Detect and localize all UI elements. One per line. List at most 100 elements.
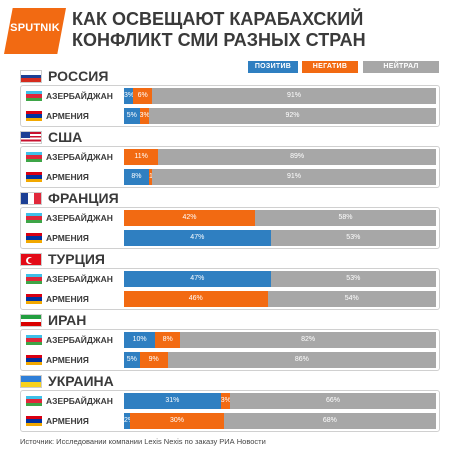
- bar-segment-neutral: 58%: [255, 210, 436, 226]
- legend-positive: ПОЗИТИВ: [248, 61, 298, 73]
- bar-row: АЗЕРБАЙДЖАН 47% 53%: [20, 270, 440, 288]
- bar: 2% 30% 68%: [124, 413, 436, 429]
- bar: 47% 53%: [124, 230, 436, 246]
- row-flag-icon: [26, 233, 42, 243]
- legend-negative: НЕГАТИВ: [302, 61, 358, 73]
- bar-row: АЗЕРБАЙДЖАН 42% 58%: [20, 209, 440, 227]
- bar-segment-negative: 11%: [124, 149, 159, 165]
- bar: 46% 54%: [124, 291, 436, 307]
- bar: 3% 6% 91%: [124, 88, 436, 104]
- bar-segment-neutral: 54%: [267, 291, 436, 307]
- bar-segment-neutral: 68%: [223, 413, 436, 429]
- row-flag-icon: [26, 355, 42, 365]
- group-box: [20, 268, 440, 310]
- bar-segment-neutral: 66%: [230, 393, 436, 409]
- row-flag-icon: [26, 172, 42, 182]
- bar-row: АЗЕРБАЙДЖАН 11% 89%: [20, 148, 440, 166]
- row-label: АЗЕРБАЙДЖАН: [46, 335, 113, 345]
- bar-segment-negative: 3%: [139, 108, 150, 124]
- bar-segment-positive: 31%: [124, 393, 221, 409]
- row-flag-icon: [26, 274, 42, 284]
- row-flag-icon: [26, 396, 42, 406]
- logo-text: SPUTNIK: [10, 22, 60, 34]
- bar-row: АРМЕНИЯ 47% 53%: [20, 229, 440, 247]
- logo-shape: [4, 8, 66, 54]
- bar-row: АРМЕНИЯ 8%1%91%: [20, 168, 440, 186]
- bar-row: АРМЕНИЯ 5% 9% 86%: [20, 351, 440, 369]
- country-flag-icon: [20, 70, 42, 83]
- row-label: АРМЕНИЯ: [46, 416, 89, 426]
- bar-segment-neutral: 53%: [270, 271, 436, 287]
- bar-segment-negative: 6%: [133, 88, 153, 104]
- bar-segment-positive: 8%: [124, 169, 149, 185]
- bar: 47% 53%: [124, 271, 436, 287]
- bar: 8%1%91%: [124, 169, 436, 185]
- bar-segment-neutral: 92%: [148, 108, 436, 124]
- bar-segment-neutral: 53%: [270, 230, 436, 246]
- legend-neutral: НЕЙТРАЛ: [363, 61, 439, 73]
- row-label: АЗЕРБАЙДЖАН: [46, 152, 113, 162]
- bar-segment-negative: 8%: [155, 332, 181, 348]
- bar-row: АЗЕРБАЙДЖАН 3% 6% 91%: [20, 87, 440, 105]
- country-name: ФРАНЦИЯ: [48, 190, 119, 206]
- bar: 10% 8% 82%: [124, 332, 436, 348]
- row-label: АРМЕНИЯ: [46, 233, 89, 243]
- bar-row: АРМЕНИЯ 5% 3% 92%: [20, 107, 440, 125]
- group-box: [20, 207, 440, 249]
- country-name: УКРАИНА: [48, 373, 114, 389]
- country-flag-icon: [20, 314, 42, 327]
- bar-segment-negative: 30%: [130, 413, 224, 429]
- bar-row: АЗЕРБАЙДЖАН 31% 3% 66%: [20, 392, 440, 410]
- bar-segment-negative: 42%: [124, 210, 256, 226]
- bar-segment-positive: 5%: [124, 352, 140, 368]
- bar: 11% 89%: [124, 149, 436, 165]
- row-flag-icon: [26, 294, 42, 304]
- country-flag-icon: [20, 192, 42, 205]
- sputnik-logo: SPUTNIK: [4, 8, 66, 54]
- group-box: [20, 85, 440, 127]
- bar-segment-positive: 47%: [124, 271, 271, 287]
- group-box: [20, 146, 440, 188]
- bar-segment-neutral: 86%: [167, 352, 436, 368]
- bar-segment-positive: 2%: [124, 413, 134, 429]
- bar-segment-neutral: 91%: [152, 88, 436, 104]
- bar: 5% 9% 86%: [124, 352, 436, 368]
- row-label: АЗЕРБАЙДЖАН: [46, 91, 113, 101]
- bar: 31% 3% 66%: [124, 393, 436, 409]
- country-flag-icon: [20, 131, 42, 144]
- country-name: ИРАН: [48, 312, 87, 328]
- bar: 42% 58%: [124, 210, 436, 226]
- country-flag-icon: [20, 375, 42, 388]
- row-flag-icon: [26, 213, 42, 223]
- row-flag-icon: [26, 111, 42, 121]
- row-flag-icon: [26, 91, 42, 101]
- country-flag-icon: [20, 253, 42, 266]
- title-line-2: КОНФЛИКТ СМИ РАЗНЫХ СТРАН: [72, 30, 366, 50]
- bar-segment-positive: 5%: [124, 108, 140, 124]
- bar-row: АРМЕНИЯ 46% 54%: [20, 290, 440, 308]
- country-name: РОССИЯ: [48, 68, 109, 84]
- row-label: АЗЕРБАЙДЖАН: [46, 213, 113, 223]
- bar-segment-neutral: 91%: [152, 169, 436, 185]
- bar: 5% 3% 92%: [124, 108, 436, 124]
- row-label: АРМЕНИЯ: [46, 355, 89, 365]
- row-flag-icon: [26, 152, 42, 162]
- bar-row: АЗЕРБАЙДЖАН 10% 8% 82%: [20, 331, 440, 349]
- bar-segment-neutral: 89%: [158, 149, 436, 165]
- group-box: [20, 329, 440, 371]
- row-label: АЗЕРБАЙДЖАН: [46, 274, 113, 284]
- country-name: США: [48, 129, 83, 145]
- row-label: АЗЕРБАЙДЖАН: [46, 396, 113, 406]
- bar-row: АРМЕНИЯ 2% 30% 68%: [20, 412, 440, 430]
- country-name: ТУРЦИЯ: [48, 251, 105, 267]
- bar-segment-negative: 9%: [139, 352, 168, 368]
- source-note: Источник: Исследовании компании Lexis Ne…: [20, 437, 266, 446]
- page-title: КАК ОСВЕЩАЮТ КАРАБАХСКИЙ КОНФЛИКТ СМИ РА…: [72, 9, 442, 51]
- row-flag-icon: [26, 416, 42, 426]
- row-flag-icon: [26, 335, 42, 345]
- bar-segment-negative: 46%: [124, 291, 268, 307]
- bar-segment-positive: 47%: [124, 230, 271, 246]
- row-label: АРМЕНИЯ: [46, 111, 89, 121]
- bar-segment-negative: 3%: [220, 393, 231, 409]
